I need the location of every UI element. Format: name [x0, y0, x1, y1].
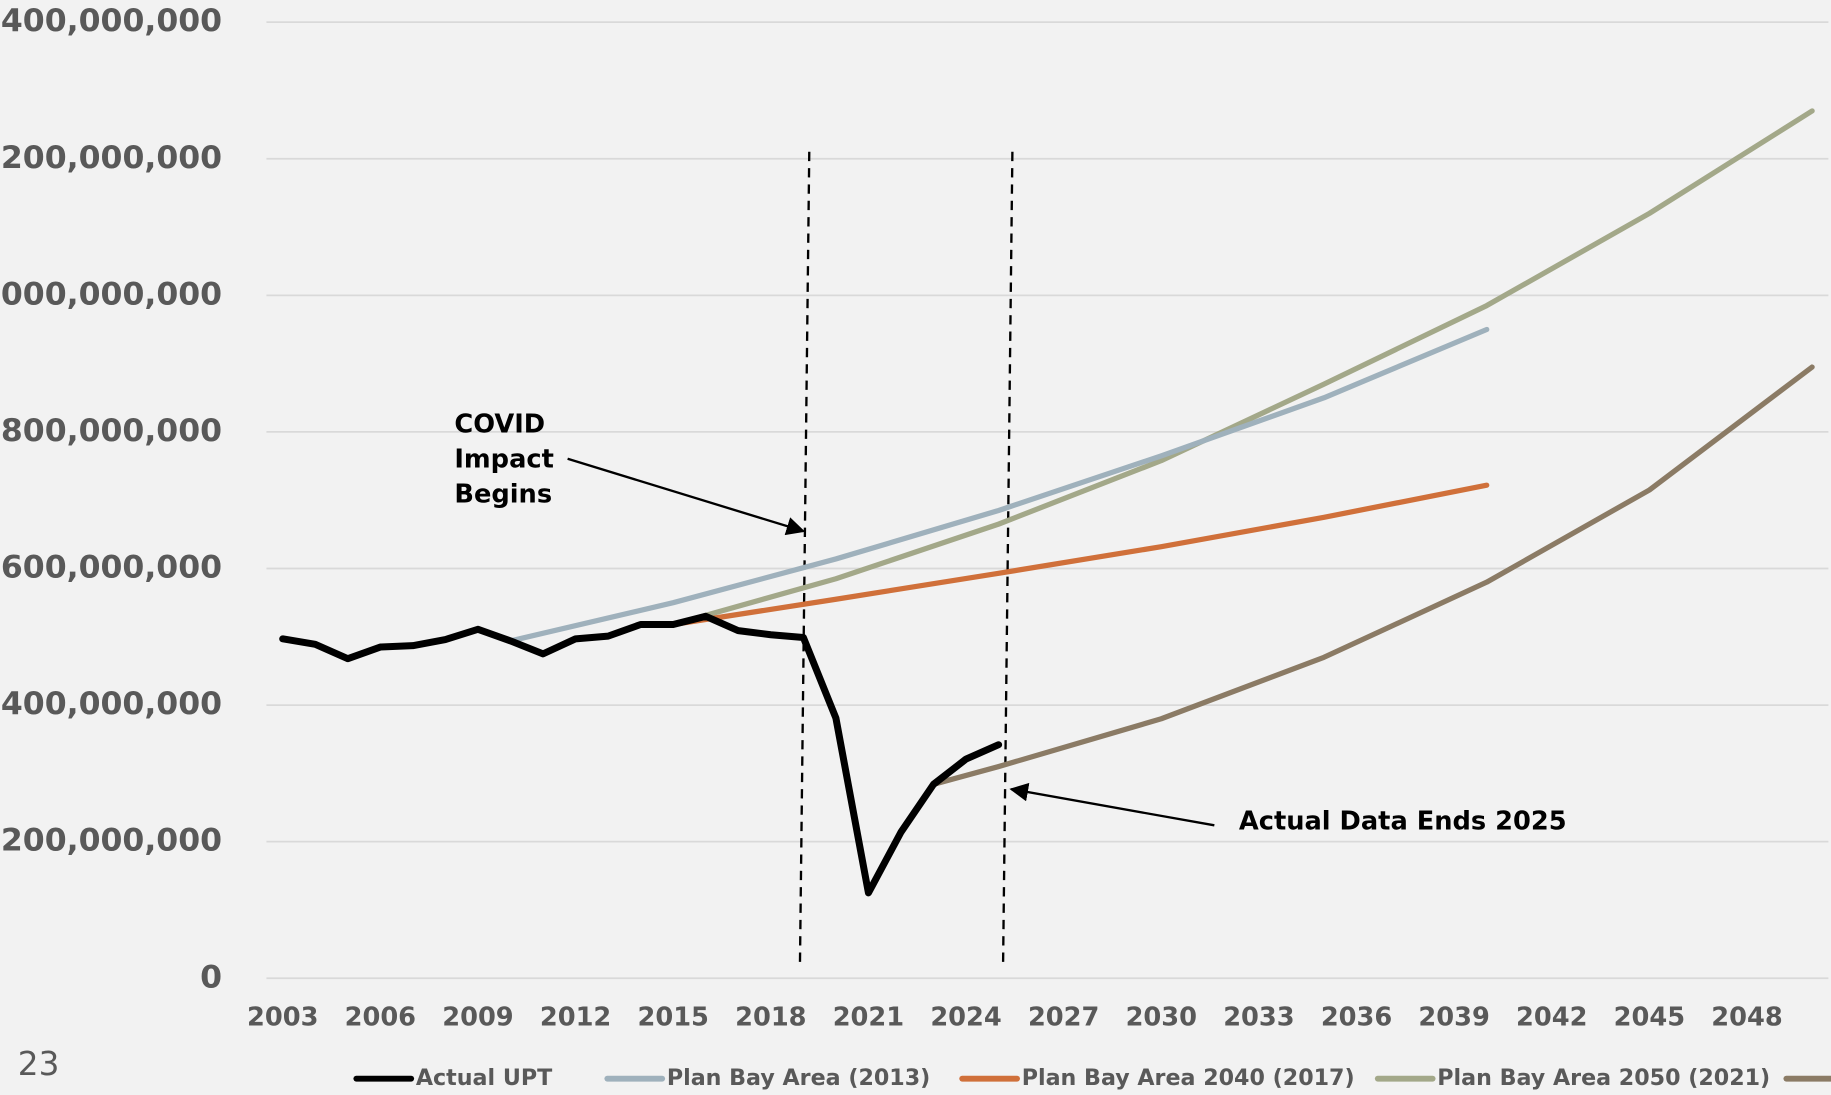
annotation: Begins: [454, 479, 552, 509]
x-tick-label: 2021: [833, 1002, 904, 1032]
x-tick-label: 2027: [1028, 1002, 1099, 1032]
series-line: [670, 482, 1490, 628]
legend-label: Actual UPT: [416, 1065, 552, 1091]
y-tick-label: 1,000,000,000: [0, 276, 222, 312]
x-tick-label: 2033: [1223, 1002, 1294, 1032]
y-tick-label: 600,000,000: [1, 550, 222, 586]
x-tick-label: 2036: [1321, 1002, 1392, 1032]
x-tick-label: 2006: [345, 1002, 416, 1032]
x-tick-label: 2003: [247, 1002, 318, 1032]
x-tick-label: 2018: [735, 1002, 806, 1032]
legend-label: Plan Bay Area 2040 (2017): [1022, 1065, 1355, 1091]
legend-label: Plan Bay Area (2013): [667, 1065, 930, 1091]
y-tick-label: 200,000,000: [1, 823, 222, 859]
x-tick-label: 2024: [930, 1002, 1001, 1032]
covid-divider: [798, 151, 811, 967]
x-tick-label: 2015: [637, 1002, 708, 1032]
series-line: [670, 108, 1815, 628]
grid: [266, 21, 1829, 980]
x-tick-label: 2048: [1711, 1002, 1782, 1032]
x-tick-label: 2045: [1614, 1002, 1685, 1032]
y-tick-label: 1,200,000,000: [0, 140, 222, 176]
legend-label: Plan Bay Area 2050 (2021): [1437, 1065, 1770, 1091]
x-tick-label: 2039: [1418, 1002, 1489, 1032]
x-tick-label: 2042: [1516, 1002, 1587, 1032]
y-tick-label: 0: [200, 959, 222, 995]
annotation: COVID: [454, 409, 545, 439]
y-tick-label: 400,000,000: [1, 686, 222, 722]
data-end-divider: [1001, 151, 1014, 967]
annotation: Actual Data Ends 2025: [1239, 806, 1567, 836]
x-tick-label: 2030: [1126, 1002, 1197, 1032]
x-tick-label: 2009: [442, 1002, 513, 1032]
series-line: [930, 364, 1815, 787]
y-tick-label: 800,000,000: [1, 413, 222, 449]
annotation-arrow: [567, 457, 806, 536]
series-line: [279, 612, 1003, 897]
page-number: 23: [18, 1045, 60, 1083]
lines: [279, 108, 1815, 897]
x-tick-label: 2012: [540, 1002, 611, 1032]
y-tick-label: 1,400,000,000: [0, 3, 222, 39]
annotation-arrow: [1009, 782, 1215, 827]
series-line: [507, 326, 1490, 644]
annotation: Impact: [454, 444, 554, 474]
